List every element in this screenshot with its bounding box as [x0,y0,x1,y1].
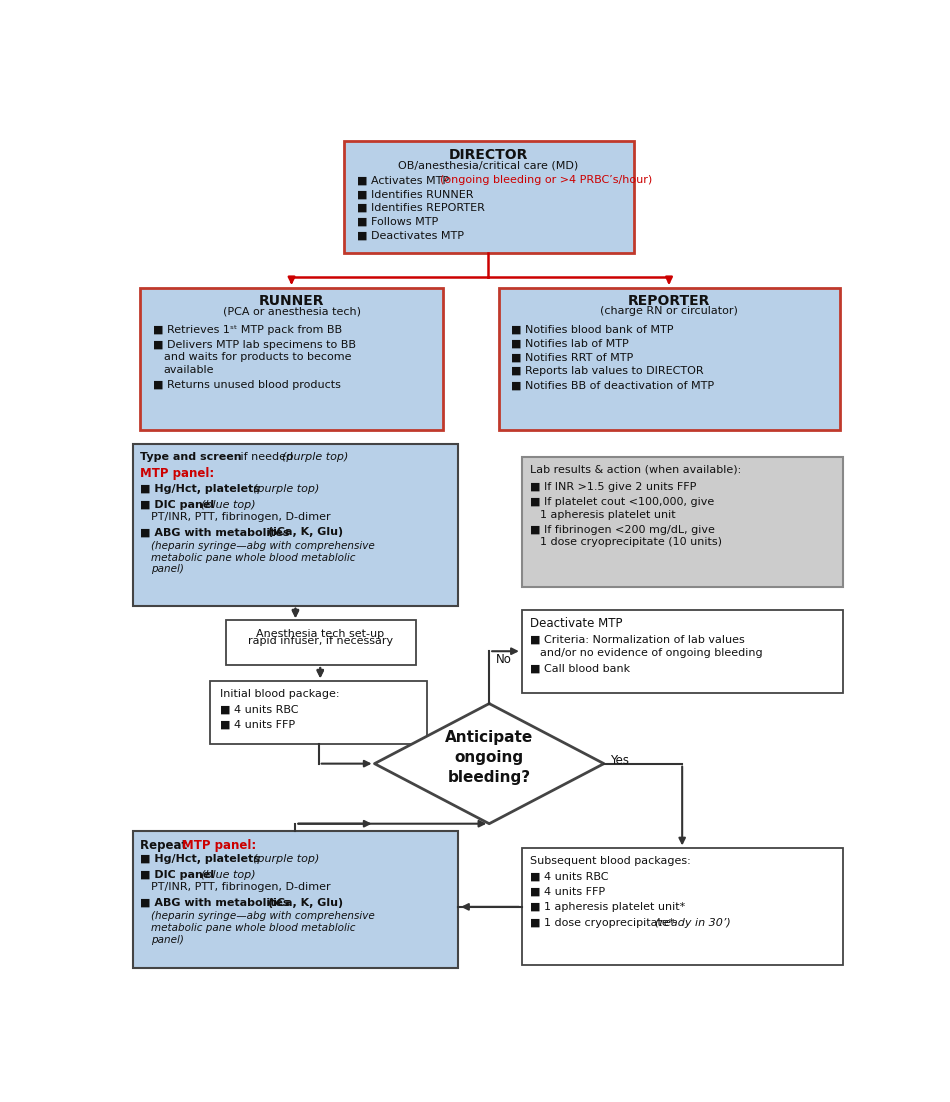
FancyBboxPatch shape [133,831,458,969]
Text: ■ If INR >1.5 give 2 units FFP: ■ If INR >1.5 give 2 units FFP [529,482,695,491]
Text: OB/anesthesia/critical care (MD): OB/anesthesia/critical care (MD) [398,161,579,171]
Text: metabolic pane whole blood metablolic: metabolic pane whole blood metablolic [151,553,356,563]
Text: ■ Criteria: Normalization of lab values: ■ Criteria: Normalization of lab values [529,635,744,645]
FancyBboxPatch shape [522,849,844,965]
Text: panel): panel) [151,934,184,944]
Text: ■ 4 units FFP: ■ 4 units FFP [529,887,604,897]
Text: ■ Notifies BB of deactivation of MTP: ■ Notifies BB of deactivation of MTP [511,380,714,390]
Text: ■ ABG with metabolites: ■ ABG with metabolites [141,898,294,908]
Text: MTP panel:: MTP panel: [141,467,215,480]
Text: (heparin syringe—abg with comprehensive: (heparin syringe—abg with comprehensive [151,541,375,551]
Text: PT/INR, PTT, fibrinogen, D-dimer: PT/INR, PTT, fibrinogen, D-dimer [151,883,331,893]
Text: ■ If fibrinogen <200 mg/dL, give: ■ If fibrinogen <200 mg/dL, give [529,525,714,534]
Text: ■ Retrieves 1ˢᵗ MTP pack from BB: ■ Retrieves 1ˢᵗ MTP pack from BB [153,325,342,335]
Text: (ready in 30’): (ready in 30’) [656,918,731,928]
Text: ■ Identifies REPORTER: ■ Identifies REPORTER [357,203,485,213]
Text: ■ Deactivates MTP: ■ Deactivates MTP [357,230,465,241]
Text: and/or no evidence of ongoing bleeding: and/or no evidence of ongoing bleeding [541,648,763,658]
Text: Lab results & action (when available):: Lab results & action (when available): [529,465,741,475]
Text: (charge RN or circulator): (charge RN or circulator) [600,306,738,316]
Text: if needed: if needed [238,452,297,462]
FancyBboxPatch shape [133,444,458,606]
Text: ■ Call blood bank: ■ Call blood bank [529,663,630,673]
Text: ■ 1 dose cryoprecipitate*: ■ 1 dose cryoprecipitate* [529,918,677,928]
Text: ■ Notifies lab of MTP: ■ Notifies lab of MTP [511,338,629,348]
Text: rapid infuser, if necessary: rapid infuser, if necessary [248,636,392,646]
Text: (blue top): (blue top) [200,499,256,509]
FancyBboxPatch shape [226,620,415,666]
Text: REPORTER: REPORTER [628,294,711,307]
Text: (iCa, K, Glu): (iCa, K, Glu) [268,898,344,908]
Text: Anticipate
ongoing
bleeding?: Anticipate ongoing bleeding? [445,731,533,785]
Text: PT/INR, PTT, fibrinogen, D-dimer: PT/INR, PTT, fibrinogen, D-dimer [151,511,331,522]
Text: (iCa, K, Glu): (iCa, K, Glu) [268,527,344,538]
Text: available: available [163,365,214,375]
Text: ■ 4 units FFP: ■ 4 units FFP [219,720,294,730]
Text: panel): panel) [151,564,184,574]
FancyBboxPatch shape [499,288,840,430]
Text: Repeat: Repeat [141,839,192,852]
Text: (blue top): (blue top) [200,869,256,879]
Text: (PCA or anesthesia tech): (PCA or anesthesia tech) [222,306,361,316]
FancyBboxPatch shape [141,288,443,430]
Text: ■ Follows MTP: ■ Follows MTP [357,217,439,227]
Text: ■ Notifies RRT of MTP: ■ Notifies RRT of MTP [511,353,633,363]
Text: ■ Hg/Hct, platelets: ■ Hg/Hct, platelets [141,854,264,864]
Text: ■ Activates MTP: ■ Activates MTP [357,175,453,185]
Text: metabolic pane whole blood metablolic: metabolic pane whole blood metablolic [151,923,356,933]
Text: ■ DIC panel: ■ DIC panel [141,869,218,879]
Text: ■ Identifies RUNNER: ■ Identifies RUNNER [357,190,474,199]
Text: DIRECTOR: DIRECTOR [448,148,528,162]
Text: Subsequent blood packages:: Subsequent blood packages: [529,856,691,866]
Text: ■ If platelet cout <100,000, give: ■ If platelet cout <100,000, give [529,497,713,507]
Text: Type and screen: Type and screen [141,452,242,462]
Text: No: No [495,652,511,666]
Polygon shape [374,703,604,823]
FancyBboxPatch shape [344,141,635,253]
Text: Yes: Yes [610,755,629,767]
Text: ■ 4 units RBC: ■ 4 units RBC [219,704,298,714]
Text: (ongoing bleeding or >4 PRBC’s/hour): (ongoing bleeding or >4 PRBC’s/hour) [440,175,652,185]
Text: (heparin syringe—abg with comprehensive: (heparin syringe—abg with comprehensive [151,911,375,921]
Text: Initial blood package:: Initial blood package: [219,689,339,699]
Text: (purple top): (purple top) [282,452,349,462]
Text: ■ Delivers MTP lab specimens to BB: ■ Delivers MTP lab specimens to BB [153,341,356,350]
Text: ■ Notifies blood bank of MTP: ■ Notifies blood bank of MTP [511,325,674,335]
Text: RUNNER: RUNNER [258,294,324,307]
FancyBboxPatch shape [522,609,844,693]
Text: ■ Reports lab values to DIRECTOR: ■ Reports lab values to DIRECTOR [511,366,704,376]
Text: (purple top): (purple top) [253,854,319,864]
Text: 1 apheresis platelet unit: 1 apheresis platelet unit [541,509,676,519]
Text: 1 dose cryoprecipitate (10 units): 1 dose cryoprecipitate (10 units) [541,538,722,548]
Text: ■ Returns unused blood products: ■ Returns unused blood products [153,380,341,390]
Text: ■ ABG with metabolites: ■ ABG with metabolites [141,527,294,538]
Text: ■ DIC panel: ■ DIC panel [141,499,218,509]
Text: ■ Hg/Hct, platelets: ■ Hg/Hct, platelets [141,484,264,494]
Text: ■ 4 units RBC: ■ 4 units RBC [529,872,608,882]
Text: Deactivate MTP: Deactivate MTP [529,617,622,630]
FancyBboxPatch shape [210,681,428,744]
Text: and waits for products to become: and waits for products to become [163,353,352,363]
Text: Anesthesia tech set-up: Anesthesia tech set-up [256,629,385,639]
Text: MTP panel:: MTP panel: [182,839,256,852]
Text: ■ 1 apheresis platelet unit*: ■ 1 apheresis platelet unit* [529,903,685,912]
FancyBboxPatch shape [522,457,844,586]
Text: (purple top): (purple top) [253,484,319,494]
